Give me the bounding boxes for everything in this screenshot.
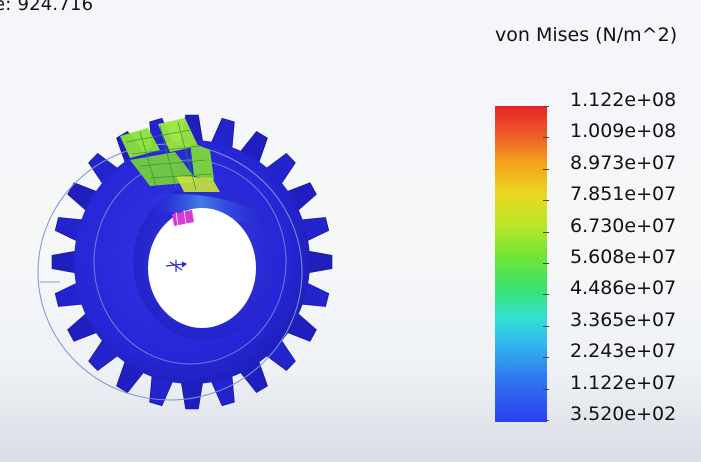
legend-value-label: 5.608e+07 bbox=[570, 246, 677, 268]
legend-value-label: 1.009e+08 bbox=[570, 120, 677, 143]
legend-tick bbox=[543, 137, 549, 139]
legend-value-label: 1.122e+08 bbox=[570, 89, 677, 111]
legend-colorbar bbox=[495, 106, 547, 422]
legend-tick bbox=[543, 420, 549, 421]
legend-tick bbox=[543, 200, 549, 202]
high-stress-region bbox=[120, 118, 220, 192]
legend-tick bbox=[543, 231, 549, 233]
legend-tick bbox=[543, 168, 549, 170]
legend-tick bbox=[543, 106, 549, 107]
legend-tick bbox=[543, 294, 549, 296]
deformation-scale-label: e: 924.716 bbox=[0, 0, 94, 15]
legend-value-label: 8.973e+07 bbox=[570, 151, 677, 174]
legend-tick bbox=[543, 388, 549, 390]
legend-tick bbox=[543, 263, 549, 264]
legend-tick bbox=[543, 325, 549, 327]
legend-value-label: 2.243e+07 bbox=[570, 340, 677, 363]
legend-value-label: 7.851e+07 bbox=[570, 183, 677, 206]
axis-triad-icon bbox=[165, 260, 188, 272]
legend-value-label: 6.730e+07 bbox=[570, 214, 677, 237]
legend-value-label: 1.122e+07 bbox=[570, 371, 677, 394]
gear-bore bbox=[148, 208, 256, 328]
legend-value-label: 3.520e+02 bbox=[570, 403, 677, 425]
mesh-outline-inner bbox=[93, 159, 287, 365]
legend-value-label: 4.486e+07 bbox=[570, 277, 677, 300]
load-marker-icon bbox=[172, 209, 194, 227]
legend-value-label: 3.365e+07 bbox=[570, 308, 677, 331]
legend-tick bbox=[543, 357, 549, 359]
legend-title: von Mises (N/m^2) bbox=[495, 24, 678, 46]
